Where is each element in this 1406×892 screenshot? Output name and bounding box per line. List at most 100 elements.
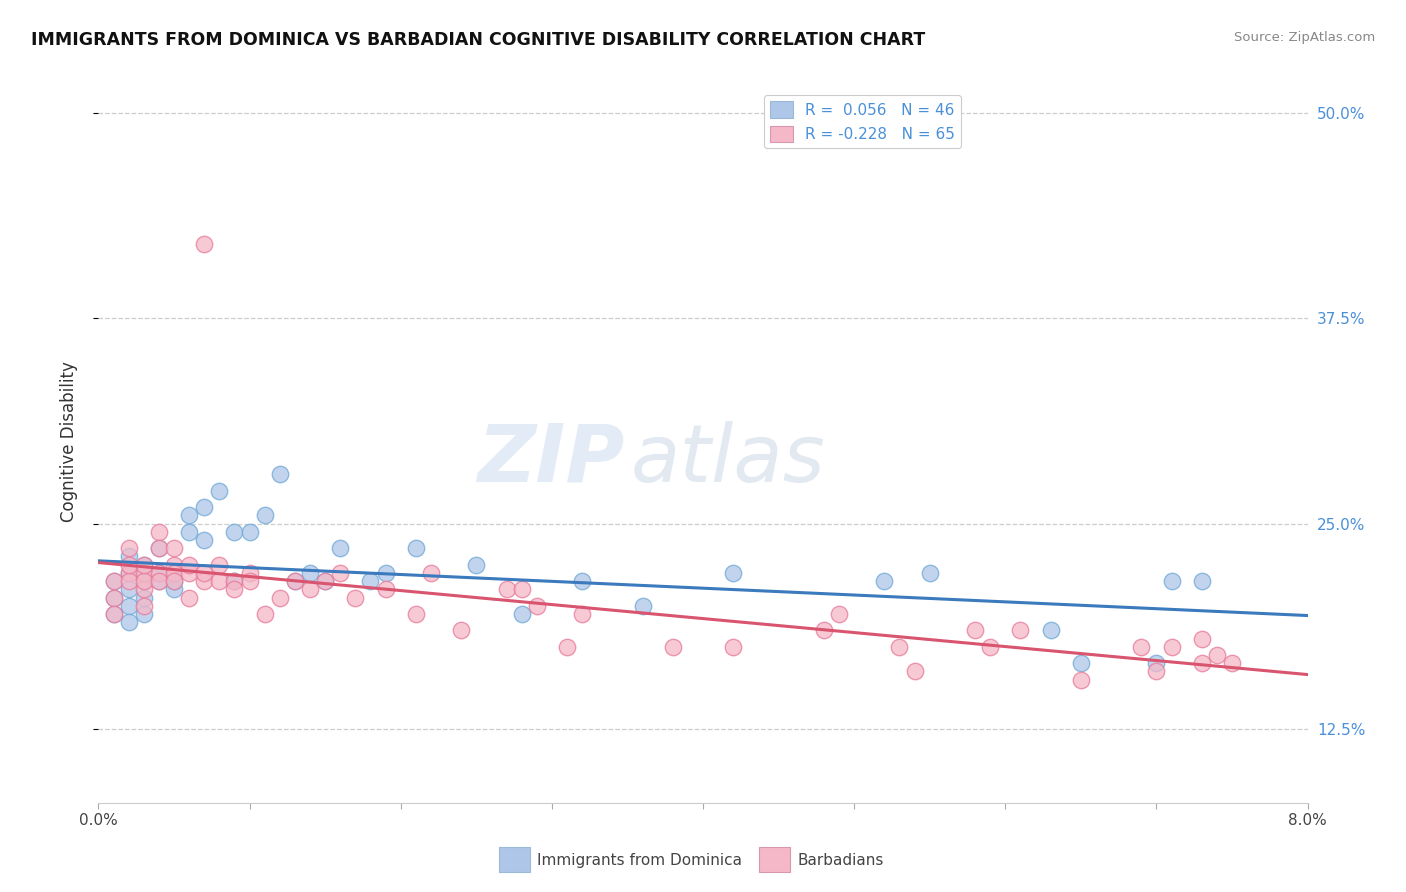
Point	[284, 574, 307, 588]
Point	[873, 574, 896, 588]
Point	[889, 640, 911, 654]
Point	[132, 566, 155, 580]
Point	[1130, 640, 1153, 654]
Point	[118, 615, 141, 630]
Point	[253, 607, 276, 621]
Point	[179, 508, 201, 523]
Point	[208, 483, 231, 498]
Point	[1206, 648, 1229, 662]
Point	[179, 566, 201, 580]
Point	[163, 558, 186, 572]
Point	[420, 566, 443, 580]
Point	[118, 566, 141, 580]
Point	[163, 574, 186, 588]
Text: Immigrants from Dominica: Immigrants from Dominica	[537, 854, 742, 868]
Point	[1146, 657, 1168, 671]
Point	[495, 582, 517, 597]
Point	[269, 467, 291, 482]
Point	[1160, 640, 1182, 654]
Point	[224, 582, 246, 597]
Text: IMMIGRANTS FROM DOMINICA VS BARBADIAN COGNITIVE DISABILITY CORRELATION CHART: IMMIGRANTS FROM DOMINICA VS BARBADIAN CO…	[31, 31, 925, 49]
Text: Source: ZipAtlas.com: Source: ZipAtlas.com	[1234, 31, 1375, 45]
Point	[450, 624, 472, 638]
Point	[1146, 665, 1168, 679]
Point	[132, 582, 155, 597]
Point	[979, 640, 1001, 654]
Point	[118, 566, 141, 580]
Point	[965, 624, 987, 638]
Point	[344, 591, 367, 605]
Point	[148, 574, 170, 588]
Point	[526, 599, 548, 613]
Point	[269, 591, 291, 605]
Point	[723, 566, 745, 580]
Point	[465, 558, 488, 572]
Point	[193, 574, 215, 588]
Point	[118, 599, 141, 613]
Point	[132, 558, 155, 572]
Point	[103, 591, 125, 605]
Point	[208, 574, 231, 588]
Point	[103, 607, 125, 621]
Point	[1220, 657, 1243, 671]
Point	[828, 607, 851, 621]
Point	[1191, 574, 1213, 588]
Point	[571, 607, 593, 621]
Legend: R =  0.056   N = 46, R = -0.228   N = 65: R = 0.056 N = 46, R = -0.228 N = 65	[763, 95, 962, 148]
Text: ZIP: ZIP	[477, 421, 624, 499]
Point	[163, 541, 186, 556]
Point	[118, 582, 141, 597]
Point	[103, 591, 125, 605]
Point	[1160, 574, 1182, 588]
Point	[103, 574, 125, 588]
Point	[314, 574, 336, 588]
Point	[374, 582, 396, 597]
Point	[163, 582, 186, 597]
Point	[299, 566, 322, 580]
Point	[148, 524, 170, 539]
Point	[224, 574, 246, 588]
Point	[224, 574, 246, 588]
Point	[163, 566, 186, 580]
Point	[555, 640, 578, 654]
Point	[193, 237, 215, 252]
Point	[813, 624, 835, 638]
Point	[723, 640, 745, 654]
Point	[329, 566, 352, 580]
Point	[299, 582, 322, 597]
Point	[208, 558, 231, 572]
Point	[1070, 657, 1092, 671]
Point	[1010, 624, 1032, 638]
Point	[148, 541, 170, 556]
Point	[1039, 624, 1062, 638]
Point	[193, 566, 215, 580]
Point	[904, 665, 927, 679]
Text: Barbadians: Barbadians	[797, 854, 883, 868]
Point	[103, 607, 125, 621]
Point	[118, 558, 141, 572]
Point	[253, 508, 276, 523]
Point	[132, 591, 155, 605]
Point	[1070, 673, 1092, 687]
Point	[239, 566, 262, 580]
Point	[179, 558, 201, 572]
Point	[405, 541, 427, 556]
Point	[661, 640, 683, 654]
Point	[148, 566, 170, 580]
Point	[1191, 632, 1213, 646]
Point	[148, 566, 170, 580]
Point	[329, 541, 352, 556]
Point	[239, 524, 262, 539]
Point	[510, 582, 533, 597]
Point	[918, 566, 941, 580]
Point	[118, 574, 141, 588]
Point	[314, 574, 336, 588]
Point	[193, 500, 215, 515]
Text: atlas: atlas	[630, 421, 825, 499]
Point	[148, 574, 170, 588]
Point	[118, 549, 141, 564]
Point	[510, 607, 533, 621]
Point	[132, 558, 155, 572]
Point	[179, 524, 201, 539]
Point	[118, 541, 141, 556]
